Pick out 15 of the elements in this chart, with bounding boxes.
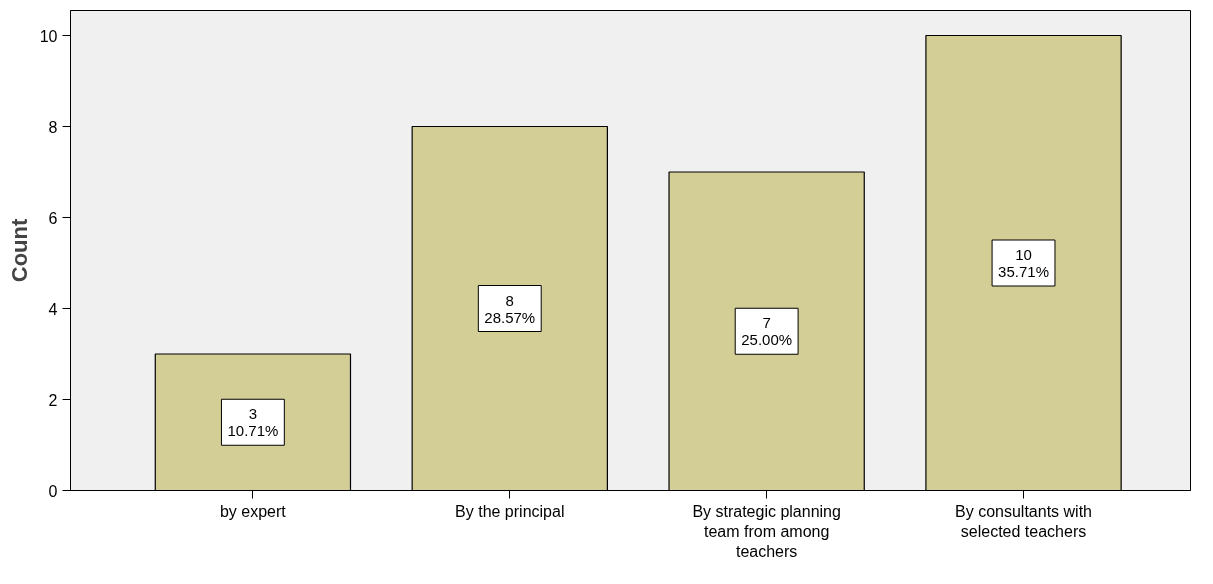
- x-tick-label: By consultants with selected teachers: [955, 502, 1092, 540]
- x-tick-label: by expert: [219, 502, 287, 520]
- y-axis-title: Count: [6, 218, 32, 283]
- data-label: 8 28.57%: [484, 291, 536, 326]
- data-label: 10 35.71%: [998, 246, 1049, 281]
- data-label: 3 10.71%: [227, 405, 279, 440]
- x-tick-label: By strategic planning team from among teachers: [692, 502, 841, 561]
- y-tick-label: 10: [39, 27, 58, 45]
- y-tick-label: 6: [48, 209, 58, 227]
- y-tick-label: 2: [48, 391, 58, 409]
- y-tick-label: 0: [48, 482, 58, 500]
- data-label: 7 25.00%: [741, 314, 793, 349]
- y-tick-label: 8: [48, 118, 58, 136]
- x-tick-label: By the principal: [455, 502, 565, 520]
- y-tick-label: 4: [48, 300, 58, 318]
